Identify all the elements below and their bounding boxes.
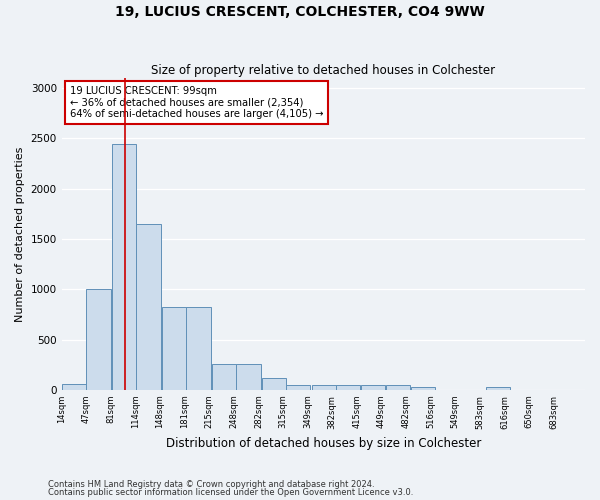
Bar (187, 308, 211, 390)
Bar (486, 387, 510, 390)
X-axis label: Distribution of detached houses by size in Colchester: Distribution of detached houses by size … (166, 437, 481, 450)
Bar (361, 385, 385, 390)
Bar (136, 224, 161, 390)
Bar (86, 290, 110, 390)
Text: Contains HM Land Registry data © Crown copyright and database right 2024.: Contains HM Land Registry data © Crown c… (48, 480, 374, 489)
Bar (336, 385, 361, 390)
Bar (112, 144, 136, 390)
Bar (286, 385, 310, 390)
Text: Contains public sector information licensed under the Open Government Licence v3: Contains public sector information licen… (48, 488, 413, 497)
Bar (262, 378, 286, 390)
Y-axis label: Number of detached properties: Number of detached properties (15, 146, 25, 322)
Bar (311, 385, 336, 390)
Bar (386, 385, 410, 390)
Bar (162, 308, 186, 390)
Bar (62, 384, 86, 390)
Text: 19, LUCIUS CRESCENT, COLCHESTER, CO4 9WW: 19, LUCIUS CRESCENT, COLCHESTER, CO4 9WW (115, 5, 485, 19)
Title: Size of property relative to detached houses in Colchester: Size of property relative to detached ho… (151, 64, 496, 77)
Bar (236, 364, 260, 390)
Bar (212, 364, 236, 390)
Bar (411, 387, 435, 390)
Text: 19 LUCIUS CRESCENT: 99sqm
← 36% of detached houses are smaller (2,354)
64% of se: 19 LUCIUS CRESCENT: 99sqm ← 36% of detac… (70, 86, 323, 119)
